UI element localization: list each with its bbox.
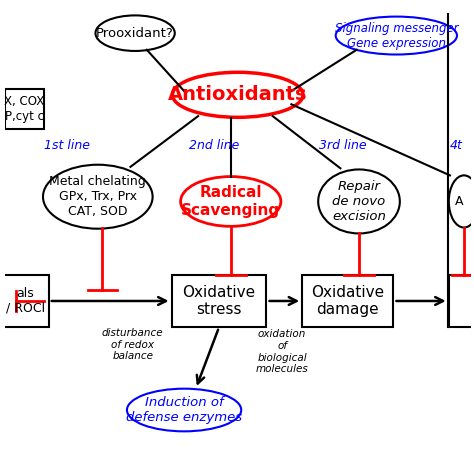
Ellipse shape — [43, 165, 153, 229]
Text: 1st line: 1st line — [44, 139, 90, 152]
Text: Prooxidant?: Prooxidant? — [96, 27, 174, 40]
Ellipse shape — [95, 15, 175, 51]
Text: disturbance
of redox
balance: disturbance of redox balance — [102, 328, 164, 361]
Text: Oxidative
stress: Oxidative stress — [182, 285, 255, 317]
FancyBboxPatch shape — [5, 89, 44, 129]
FancyBboxPatch shape — [449, 275, 474, 327]
FancyBboxPatch shape — [302, 275, 393, 327]
Ellipse shape — [318, 170, 400, 234]
Ellipse shape — [181, 177, 281, 227]
Ellipse shape — [449, 175, 474, 228]
Text: A: A — [455, 195, 464, 208]
Text: als
/ ROCl: als / ROCl — [6, 287, 45, 315]
Text: oxidation
of
biological
molecules: oxidation of biological molecules — [255, 329, 309, 374]
Text: X, COX
P,cyt c: X, COX P,cyt c — [4, 95, 45, 123]
Ellipse shape — [336, 17, 457, 55]
FancyBboxPatch shape — [2, 275, 49, 327]
Text: Induction of
defense enzymes: Induction of defense enzymes — [126, 396, 242, 424]
Text: Repair
de novo
excision: Repair de novo excision — [332, 180, 386, 223]
Text: 4t: 4t — [450, 139, 463, 152]
Ellipse shape — [173, 72, 303, 117]
Text: 2nd line: 2nd line — [189, 139, 239, 152]
Text: Signaling messenger
Gene expression: Signaling messenger Gene expression — [335, 21, 458, 50]
Text: Metal chelating
GPx, Trx, Prx
CAT, SOD: Metal chelating GPx, Trx, Prx CAT, SOD — [49, 175, 146, 218]
Ellipse shape — [127, 389, 241, 431]
Text: Oxidative
damage: Oxidative damage — [311, 285, 384, 317]
Text: 3rd line: 3rd line — [319, 139, 367, 152]
FancyBboxPatch shape — [173, 275, 266, 327]
Text: Antioxidants: Antioxidants — [168, 85, 308, 104]
Text: Radical
Scavenging: Radical Scavenging — [181, 185, 280, 218]
